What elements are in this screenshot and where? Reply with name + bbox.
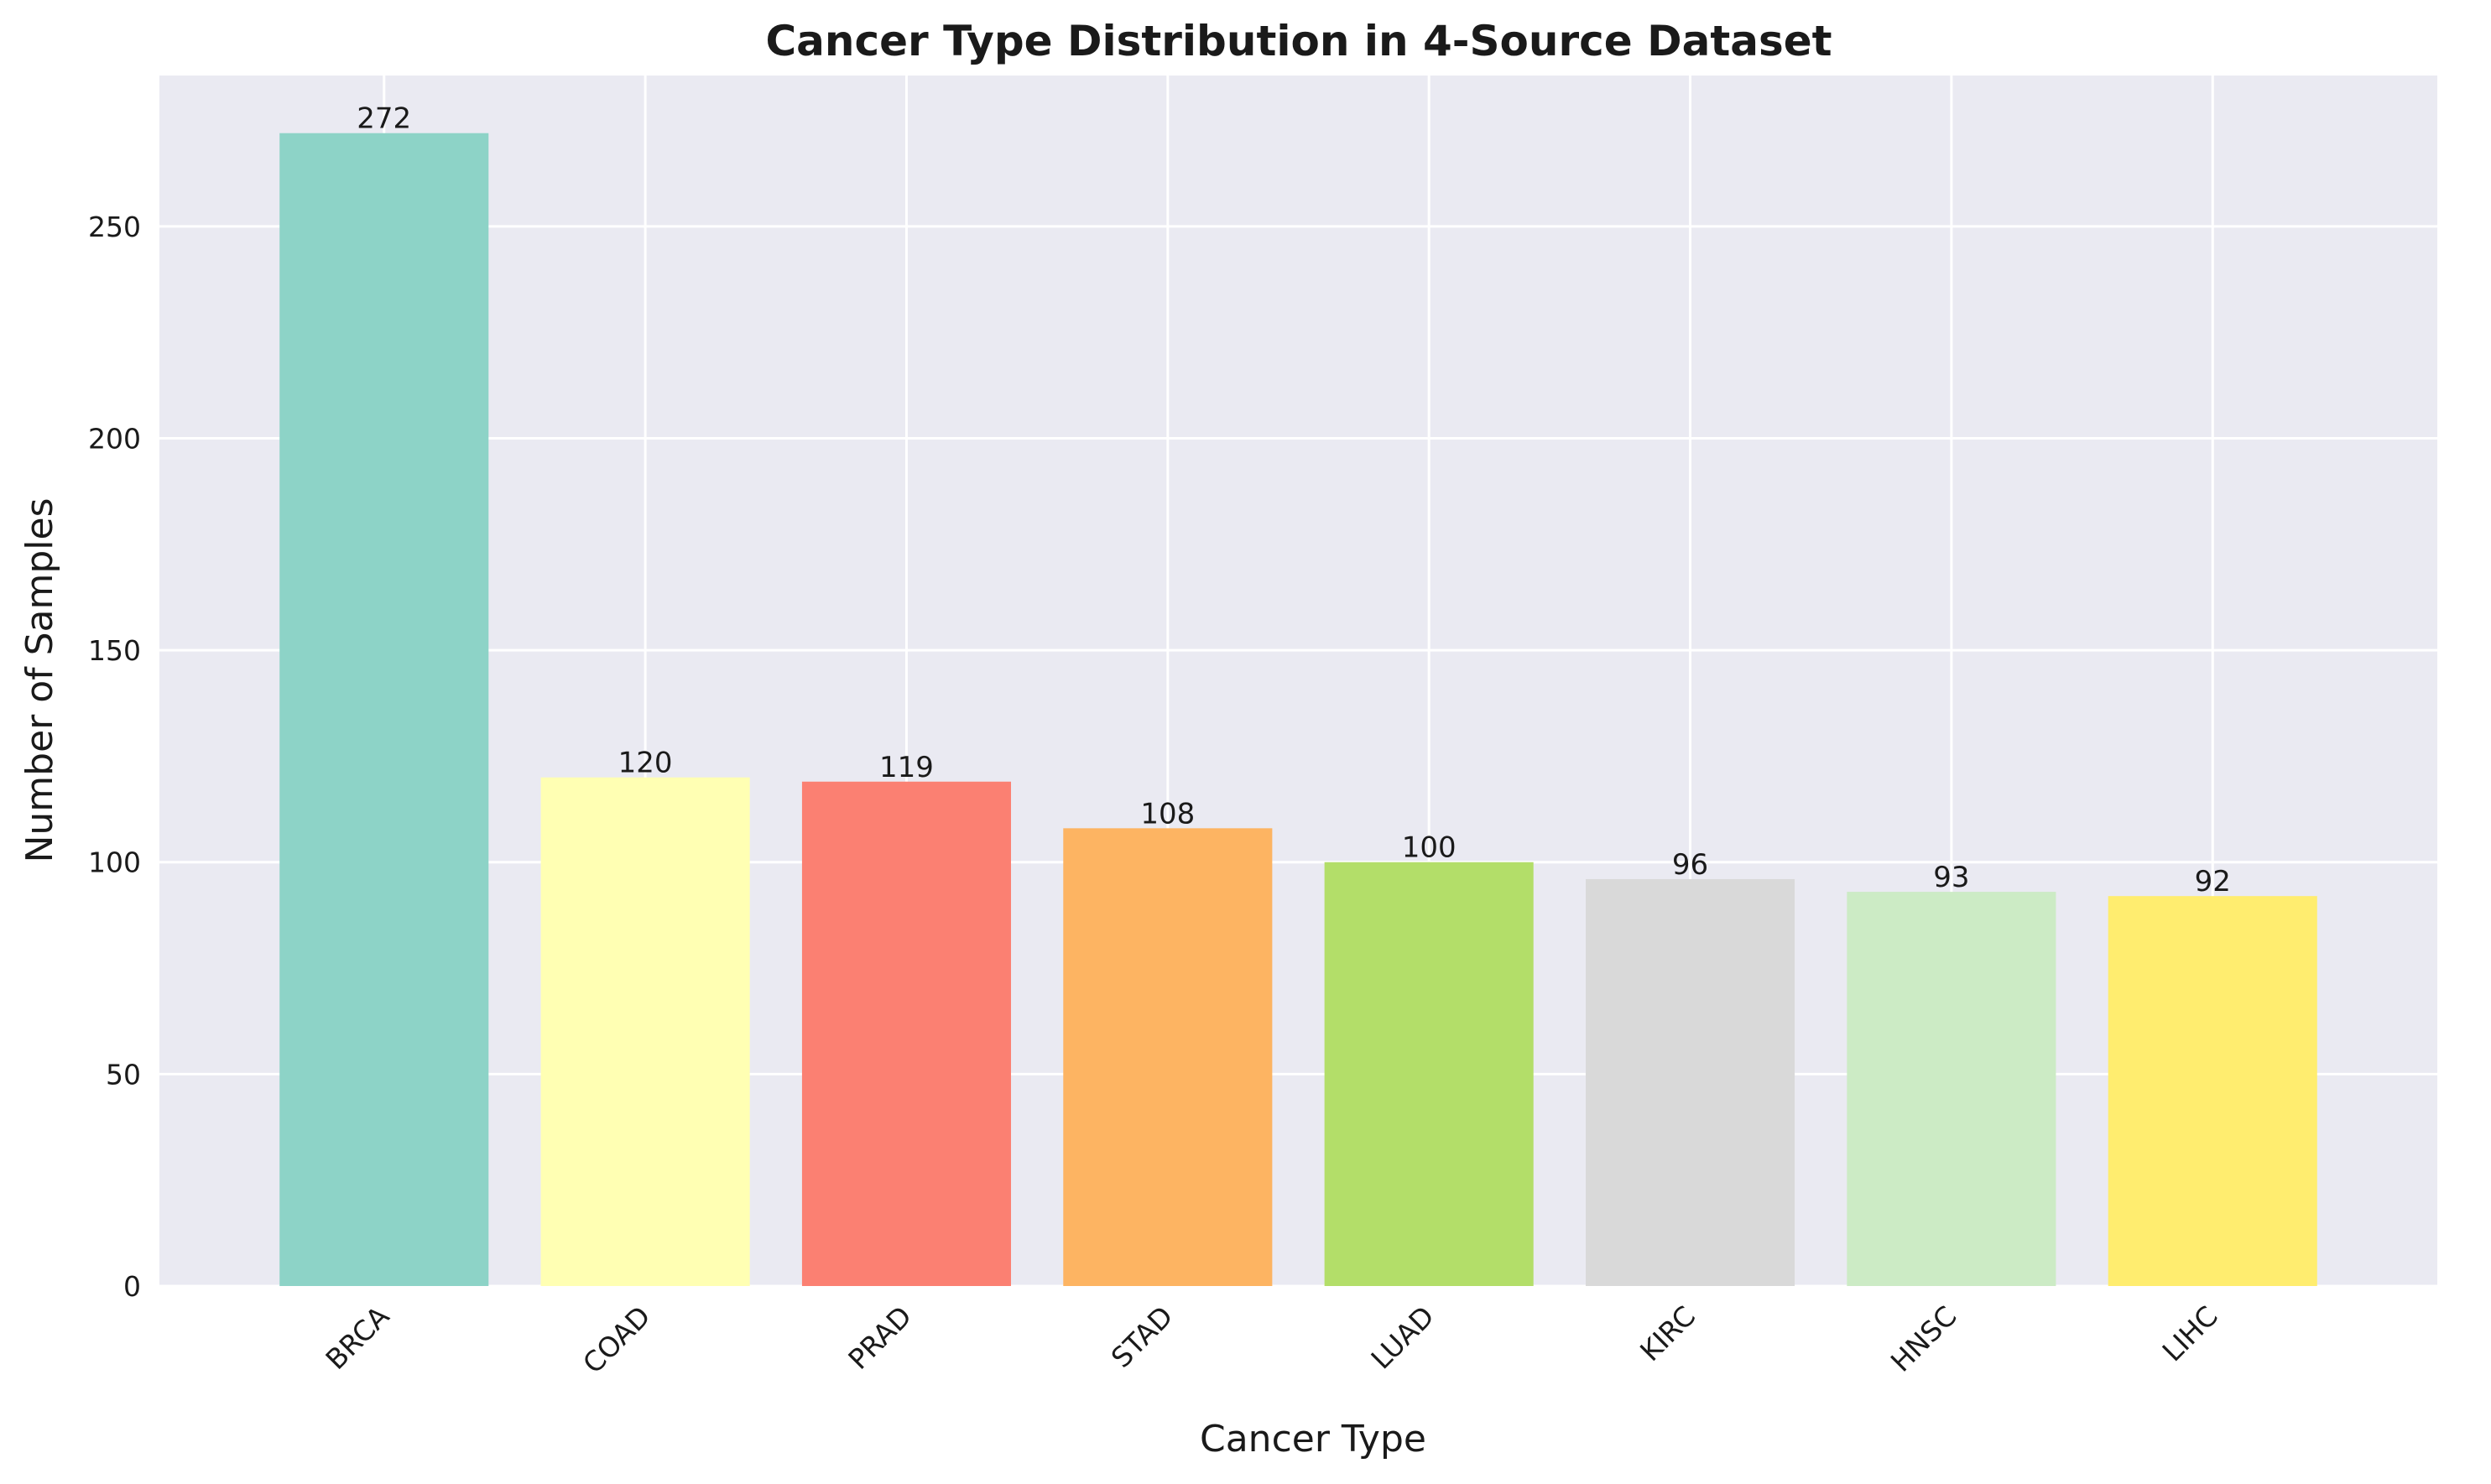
y-tick-label: 50 xyxy=(106,1058,141,1091)
data-label-stad: 108 xyxy=(1140,797,1195,831)
data-label-luad: 100 xyxy=(1402,831,1457,865)
data-label-brca: 272 xyxy=(357,102,411,136)
plot-background xyxy=(159,76,2437,1286)
bar-kirc xyxy=(1585,878,1795,1286)
bar-luad xyxy=(1324,862,1534,1286)
bar-layer xyxy=(279,133,2317,1287)
y-tick-label: 150 xyxy=(88,634,141,667)
bar-lihc xyxy=(2108,896,2317,1286)
x-tick-label-prad: PRAD xyxy=(842,1299,918,1376)
y-tick-label: 100 xyxy=(88,846,141,879)
data-label-coad: 120 xyxy=(618,747,673,780)
chart-title: Cancer Type Distribution in 4-Source Dat… xyxy=(765,17,1832,65)
bar-coad xyxy=(540,777,750,1286)
x-tick-label-kirc: KIRC xyxy=(1634,1299,1701,1367)
bar-brca xyxy=(279,133,489,1287)
y-tick-label: 250 xyxy=(88,211,141,243)
x-tick-label-luad: LUAD xyxy=(1364,1299,1440,1375)
data-label-hnsc: 93 xyxy=(1933,861,1969,894)
data-label-lihc: 92 xyxy=(2195,865,2231,898)
data-label-layer: 272 120 119 108 100 96 93 92 xyxy=(357,102,2231,898)
data-label-prad: 119 xyxy=(879,751,934,784)
x-tick-label-coad: COAD xyxy=(576,1299,657,1380)
x-tick-label-layer: BRCA COAD PRAD STAD LUAD KIRC HNSC LIHC xyxy=(320,1299,2224,1380)
bar-stad xyxy=(1063,828,1273,1286)
x-tick-label-brca: BRCA xyxy=(320,1299,396,1376)
bar-prad xyxy=(801,781,1012,1286)
x-axis-title: Cancer Type xyxy=(1200,1418,1426,1461)
y-axis-title: Number of Samples xyxy=(18,497,61,862)
y-tick-label: 200 xyxy=(88,422,141,455)
x-tick-label-hnsc: HNSC xyxy=(1884,1299,1963,1378)
data-label-kirc: 96 xyxy=(1672,848,1708,882)
y-tick-label: 0 xyxy=(123,1270,141,1303)
x-tick-label-lihc: LIHC xyxy=(2156,1299,2224,1367)
x-tick-label-stad: STAD xyxy=(1105,1299,1180,1374)
bar-hnsc xyxy=(1847,892,2056,1286)
y-tick-label-layer: 0 50 100 150 200 250 xyxy=(88,211,141,1303)
